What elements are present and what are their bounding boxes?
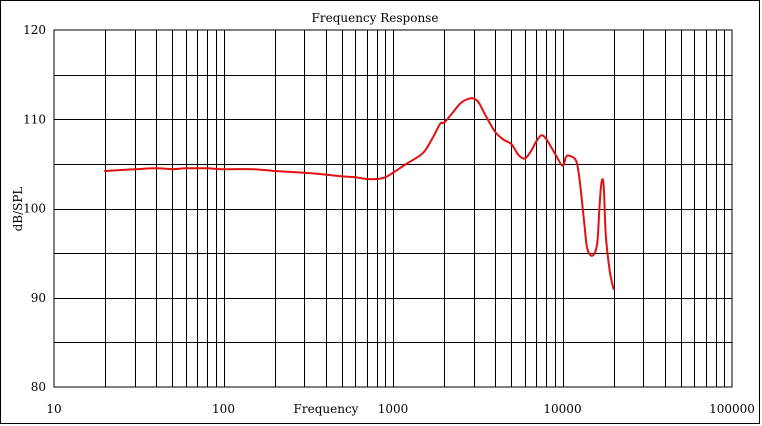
- y-tick-label: 100: [23, 202, 46, 216]
- y-tick-label: 80: [31, 380, 46, 394]
- x-axis-label: Frequency: [294, 402, 359, 416]
- y-axis-label: dB/SPL: [11, 187, 25, 232]
- x-tick-label: 100: [212, 402, 235, 416]
- x-tick-label: 100000: [709, 402, 755, 416]
- tick-labels: 10 100 1000 10000 100000 80 90 100 110 120: [23, 23, 755, 416]
- grid-lines: [53, 29, 733, 388]
- x-tick-label: 10: [46, 402, 61, 416]
- plot-area: [104, 97, 615, 290]
- y-tick-label: 90: [31, 291, 46, 305]
- x-tick-label: 10000: [543, 402, 581, 416]
- series-line: [104, 97, 615, 290]
- y-tick-label: 110: [23, 112, 46, 126]
- y-tick-label: 120: [23, 23, 46, 37]
- chart-title: Frequency Response: [312, 11, 439, 25]
- x-tick-label: 1000: [378, 402, 409, 416]
